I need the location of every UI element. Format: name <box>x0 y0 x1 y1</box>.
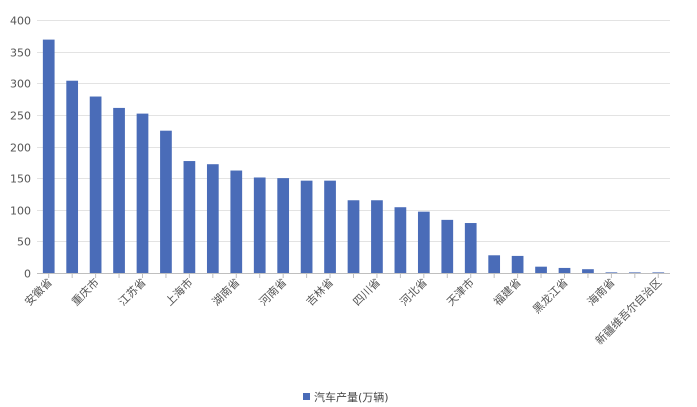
bar <box>89 96 102 273</box>
legend-label: 汽车产量(万辆) <box>314 390 389 404</box>
y-tick-label: 250 <box>10 110 31 123</box>
bar <box>183 161 196 273</box>
bar <box>535 266 547 273</box>
x-tick-label: 河北省 <box>397 276 430 309</box>
y-tick-label: 100 <box>10 205 31 218</box>
legend-swatch <box>303 393 310 400</box>
y-axis: 0 50 100 150 200 250 300 350 400 <box>10 15 31 281</box>
bar <box>441 219 454 273</box>
bar <box>652 272 665 273</box>
bar <box>628 272 641 273</box>
x-tick-label: 江苏省 <box>116 276 149 309</box>
x-tick-label: 吉林省 <box>303 275 336 308</box>
y-tick-label: 200 <box>10 142 31 155</box>
bar <box>113 107 125 273</box>
x-tick-label: 四川省 <box>351 276 384 309</box>
x-tick-label: 上海市 <box>162 275 195 308</box>
x-tick-label: 湖南省 <box>210 276 243 309</box>
bar <box>42 39 55 273</box>
y-tick-label: 0 <box>24 268 31 281</box>
bar <box>324 180 336 273</box>
y-tick-label: 300 <box>10 78 31 91</box>
bar <box>160 130 172 273</box>
bar <box>277 178 290 274</box>
bar <box>605 272 618 273</box>
x-tick-label: 河南省 <box>257 276 290 309</box>
bar <box>206 164 219 273</box>
bar <box>66 80 79 273</box>
bar <box>488 255 501 273</box>
bar <box>253 177 266 273</box>
x-tick-label: 黑龙江省 <box>530 276 570 316</box>
bar <box>511 255 524 273</box>
x-tick-label: 福建省 <box>490 275 523 308</box>
legend: 汽车产量(万辆) <box>303 390 389 404</box>
bar <box>230 170 243 273</box>
y-tick-label: 150 <box>10 173 31 186</box>
bar <box>558 267 571 273</box>
x-tick-label: 海南省 <box>584 275 617 308</box>
bar <box>582 269 594 273</box>
x-axis: 安徽省 重庆市 江苏省 上海市 湖南省 河南省 吉林省 四川省 河北省 天津市 福建省 黑龙江省 海南省… <box>22 273 670 347</box>
bar <box>464 223 477 273</box>
bars <box>42 39 665 274</box>
bar <box>371 200 383 273</box>
x-tick-label: 重庆市 <box>68 275 101 308</box>
bar <box>417 211 430 273</box>
x-tick-label: 天津市 <box>444 275 477 308</box>
y-tick-label: 400 <box>10 15 31 28</box>
bar <box>394 207 407 273</box>
bar <box>347 200 360 273</box>
bar <box>136 113 149 273</box>
bar <box>300 180 313 273</box>
y-tick-label: 350 <box>10 47 31 60</box>
y-tick-label: 50 <box>17 236 31 249</box>
